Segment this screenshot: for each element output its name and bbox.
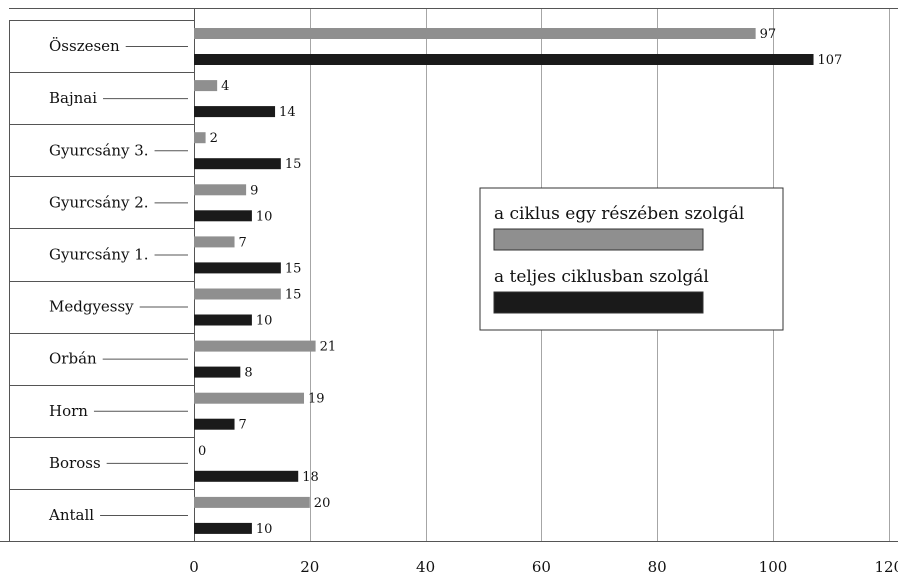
x-tick-label-60: 60 xyxy=(532,558,551,576)
legend-swatch-full xyxy=(493,291,704,314)
data-label-antall-partial: 20 xyxy=(314,496,331,511)
bar-bajnai-full xyxy=(194,106,276,118)
data-label-boross-full: 18 xyxy=(302,470,319,485)
data-label-orban-full: 8 xyxy=(244,366,252,381)
data-label-bajnai-partial: 4 xyxy=(221,79,229,94)
x-tick-label-0: 0 xyxy=(189,558,199,576)
data-label-osszesen-partial: 97 xyxy=(760,27,777,42)
x-tick-label-40: 40 xyxy=(416,558,435,576)
x-tick-label-80: 80 xyxy=(648,558,667,576)
legend: a ciklus egy részében szolgál a teljes c… xyxy=(479,187,784,331)
category-label-gyurcsany-2: Gyurcsány 2. xyxy=(49,193,149,211)
category-label-antall: Antall xyxy=(48,506,94,524)
data-label-gyurcsany-1-partial: 7 xyxy=(239,235,247,250)
bar-gyurcsany-2-full xyxy=(194,210,252,222)
category-label-medgyessy: Medgyessy xyxy=(49,298,134,316)
data-label-gyurcsany-2-full: 10 xyxy=(256,209,273,224)
legend-swatch-partial xyxy=(493,228,704,251)
bar-orban-partial xyxy=(194,340,316,352)
x-axis-tick-labels: 0 20 40 60 80 100 120 xyxy=(189,558,898,576)
data-label-orban-partial: 21 xyxy=(320,340,337,355)
bar-osszesen-full xyxy=(194,54,814,65)
bar-gyurcsany-2-partial xyxy=(194,184,247,196)
bar-medgyessy-partial xyxy=(194,288,281,300)
bar-horn-full xyxy=(194,418,235,430)
bar-osszesen-partial xyxy=(194,28,756,39)
data-label-horn-full: 7 xyxy=(239,418,247,433)
category-label-column: Összesen Bajnai Gyurcsány 3. Gyurcsány 2. Gy… xyxy=(9,20,194,542)
data-label-gyurcsany-3-full: 15 xyxy=(285,157,302,172)
category-label-orban: Orbán xyxy=(49,350,97,368)
category-label-osszesen: Összesen xyxy=(49,37,120,55)
bar-horn-partial xyxy=(194,392,305,404)
x-tick-label-20: 20 xyxy=(300,558,319,576)
bar-antall-full xyxy=(194,522,252,534)
bar-bajnai-partial xyxy=(194,80,218,92)
bar-orban-full xyxy=(194,366,241,378)
x-tick-label-120: 120 xyxy=(874,558,898,576)
data-label-osszesen-full: 107 xyxy=(818,53,843,68)
category-label-boross: Boross xyxy=(49,454,101,472)
bar-medgyessy-full xyxy=(194,314,252,326)
data-label-gyurcsany-2-partial: 9 xyxy=(250,183,258,198)
data-label-antall-full: 10 xyxy=(256,522,273,537)
legend-label-full: a teljes ciklusban szolgál xyxy=(494,267,709,287)
data-label-boross-partial: 0 xyxy=(198,444,206,459)
bar-antall-partial xyxy=(194,496,310,508)
data-label-bajnai-full: 14 xyxy=(279,105,296,120)
bar-gyurcsany-1-partial xyxy=(194,236,235,248)
x-tick-label-100: 100 xyxy=(759,558,788,576)
data-label-horn-partial: 19 xyxy=(308,392,325,407)
bar-boross-full xyxy=(194,470,299,482)
data-label-gyurcsany-3-partial: 2 xyxy=(210,131,218,146)
data-label-medgyessy-partial: 15 xyxy=(285,288,302,303)
data-label-medgyessy-full: 10 xyxy=(256,314,273,329)
bar-gyurcsany-3-partial xyxy=(194,132,206,144)
category-label-bajnai: Bajnai xyxy=(49,89,97,107)
bar-gyurcsany-1-full xyxy=(194,262,281,274)
bar-gyurcsany-3-full xyxy=(194,158,281,170)
category-label-gyurcsany-3: Gyurcsány 3. xyxy=(49,141,149,159)
category-label-gyurcsany-1: Gyurcsány 1. xyxy=(49,245,149,263)
legend-label-partial: a ciklus egy részében szolgál xyxy=(494,204,744,224)
data-label-gyurcsany-1-full: 15 xyxy=(285,261,302,276)
category-label-horn: Horn xyxy=(49,402,88,420)
